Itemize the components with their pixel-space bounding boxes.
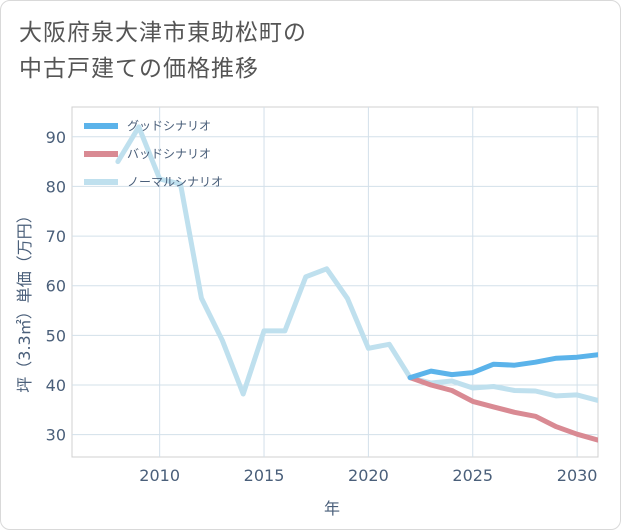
y-tick-label: 80 (46, 177, 66, 196)
x-tick-label: 2020 (348, 466, 389, 485)
y-tick-label: 30 (46, 426, 66, 445)
legend-label: ノーマルシナリオ (127, 175, 223, 189)
y-tick-label: 90 (46, 128, 66, 147)
series-lines (115, 124, 598, 443)
x-axis-title: 年 (324, 499, 340, 518)
chart-title: 大阪府泉大津市東助松町の 中古戸建ての価格推移 (19, 15, 307, 87)
series-line-0 (407, 352, 598, 381)
y-tick-label: 70 (46, 227, 66, 246)
y-axis-ticks: 30 40 50 60 70 80 90 (46, 128, 66, 445)
series-line-1 (407, 375, 598, 443)
chart-title-line-2: 中古戸建ての価格推移 (19, 56, 259, 82)
series-line-2 (115, 124, 598, 403)
legend-label: バッドシナリオ (127, 147, 211, 161)
y-tick-label: 50 (46, 326, 66, 345)
chart-title-line-1: 大阪府泉大津市東助松町の (19, 20, 307, 46)
x-axis-ticks: 2010 2015 2020 2025 2030 (139, 466, 597, 485)
x-tick-label: 2015 (244, 466, 285, 485)
y-axis-title: 坪（3.3㎡）単価（万円） (15, 207, 34, 392)
x-tick-label: 2010 (139, 466, 180, 485)
grid-lines (72, 107, 598, 457)
x-tick-label: 2030 (557, 466, 598, 485)
y-tick-label: 40 (46, 376, 66, 395)
y-tick-label: 60 (46, 277, 66, 296)
legend-label: グッドシナリオ (127, 119, 211, 133)
x-tick-label: 2025 (452, 466, 493, 485)
